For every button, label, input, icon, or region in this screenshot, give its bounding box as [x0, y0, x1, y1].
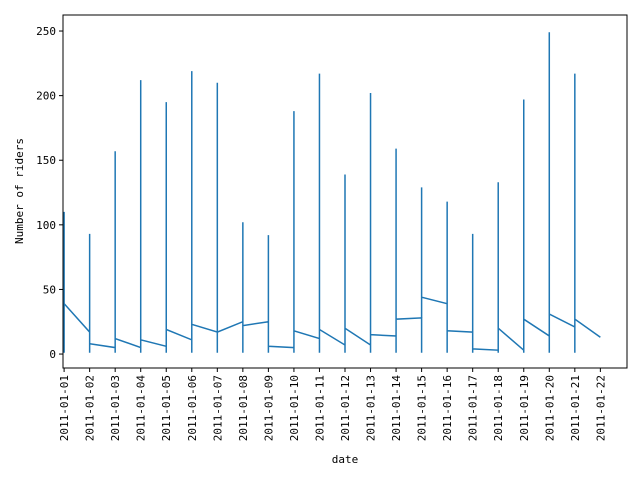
y-tick-label: 100	[36, 219, 56, 232]
line	[63, 32, 601, 353]
x-tick-label: 2011-01-13	[365, 375, 378, 441]
x-tick-label: 2011-01-17	[467, 375, 480, 441]
plot-frame	[62, 14, 628, 369]
x-tick-label: 2011-01-08	[237, 375, 250, 441]
x-tick-label: 2011-01-16	[441, 375, 454, 441]
x-tick-label: 2011-01-12	[339, 375, 352, 441]
x-tick-label: 2011-01-07	[211, 375, 224, 441]
x-tick-label: 2011-01-21	[569, 375, 582, 441]
x-tick-label: 2011-01-20	[543, 375, 556, 441]
x-tick-label: 2011-01-04	[135, 375, 148, 442]
x-tick-label: 2011-01-18	[492, 375, 505, 441]
y-tick-label: 150	[36, 154, 56, 167]
x-tick-label: 2011-01-02	[84, 375, 97, 441]
y-tick-label: 0	[49, 348, 56, 361]
x-tick-label: 2011-01-10	[288, 375, 301, 441]
y-tick-label: 200	[36, 90, 56, 103]
x-tick-label: 2011-01-19	[518, 375, 531, 441]
x-tick-label: 2011-01-11	[313, 375, 326, 441]
x-axis-label: date	[332, 453, 359, 466]
x-tick-label: 2011-01-09	[262, 375, 275, 441]
y-tick-label: 250	[36, 25, 56, 38]
x-tick-label: 2011-01-06	[186, 375, 199, 441]
x-tick-label: 2011-01-22	[594, 375, 607, 441]
y-tick-label: 50	[43, 283, 56, 296]
y-axis-label: Number of riders	[13, 138, 26, 244]
x-tick-label: 2011-01-05	[160, 375, 173, 441]
x-tick-label: 2011-01-14	[390, 375, 403, 442]
x-tick-label: 2011-01-01	[58, 375, 71, 441]
x-tick-label: 2011-01-03	[109, 375, 122, 441]
x-tick-label: 2011-01-15	[416, 375, 429, 441]
